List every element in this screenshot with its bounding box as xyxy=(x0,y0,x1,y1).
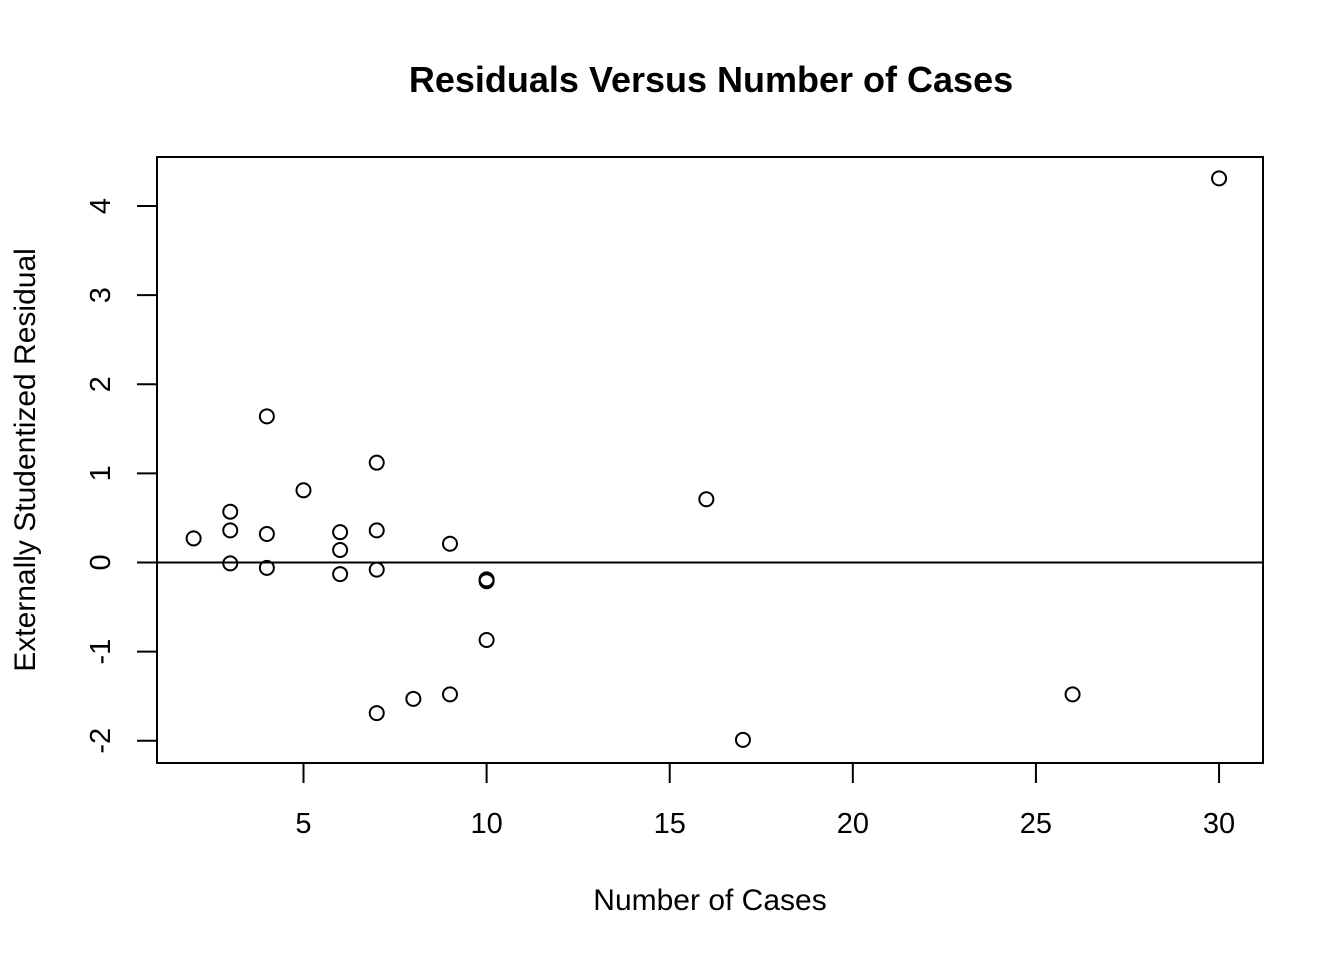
data-point xyxy=(478,632,495,649)
y-tick-label: 1 xyxy=(85,465,117,481)
data-point xyxy=(332,542,349,559)
data-point xyxy=(441,686,458,703)
data-point xyxy=(698,491,715,508)
y-tick-label: -2 xyxy=(85,728,117,754)
y-tick-label: 4 xyxy=(85,198,117,214)
data-point xyxy=(222,522,239,539)
data-point xyxy=(185,530,202,547)
data-point xyxy=(405,690,422,707)
x-tick-label: 20 xyxy=(837,808,869,840)
data-point xyxy=(222,555,239,572)
x-axis: 5 10 15 20 25 30 xyxy=(295,763,1235,840)
y-axis: -2 -1 0 1 2 3 4 xyxy=(85,198,157,754)
data-point xyxy=(441,535,458,552)
chart-title: Residuals Versus Number of Cases xyxy=(409,59,1013,100)
y-tick-label: 3 xyxy=(85,287,117,303)
data-point xyxy=(222,503,239,520)
y-tick-label: 0 xyxy=(85,554,117,570)
y-axis-label: Externally Studentized Residual xyxy=(9,248,42,672)
x-tick-label: 5 xyxy=(295,808,311,840)
data-point xyxy=(332,566,349,583)
data-point xyxy=(258,525,275,542)
x-tick-label: 25 xyxy=(1020,808,1052,840)
data-point xyxy=(258,559,275,576)
data-point xyxy=(478,573,495,590)
data-points xyxy=(185,170,1228,748)
plot-frame xyxy=(156,156,1264,764)
x-tick-label: 15 xyxy=(654,808,686,840)
data-point xyxy=(1064,686,1081,703)
data-point xyxy=(295,482,312,499)
data-point xyxy=(368,705,385,722)
data-point xyxy=(332,524,349,541)
x-tick-label: 10 xyxy=(470,808,502,840)
y-tick-label: -1 xyxy=(85,639,117,665)
data-point xyxy=(368,454,385,471)
data-point xyxy=(368,522,385,539)
data-point xyxy=(734,731,751,748)
data-point xyxy=(1211,170,1228,187)
x-tick-label: 30 xyxy=(1203,808,1235,840)
y-tick-label: 2 xyxy=(85,376,117,392)
x-axis-label: Number of Cases xyxy=(593,884,826,917)
data-point xyxy=(258,408,275,425)
data-point xyxy=(368,561,385,578)
